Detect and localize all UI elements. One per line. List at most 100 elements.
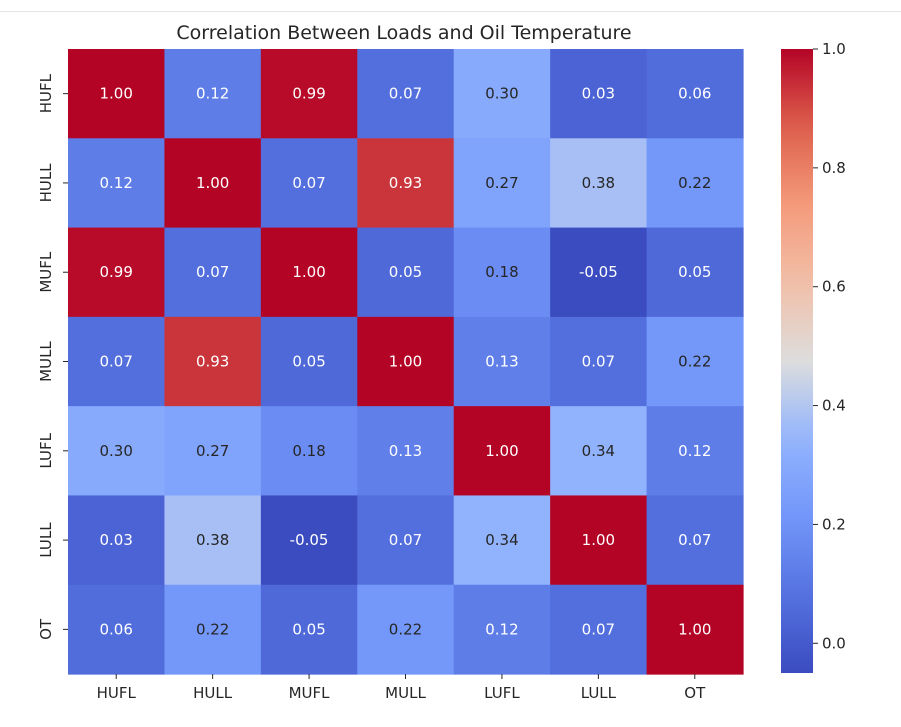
cell-value-label: 0.03 [100,531,133,549]
x-tick-label: MUFL [289,684,331,702]
heatmap-cell [164,227,262,318]
colorbar-tick-label: 0.4 [822,397,846,415]
cell-value-label: 0.07 [582,620,615,638]
heatmap-cell [550,227,648,318]
y-tick-label: LULL [37,522,55,558]
heatmap-cell [68,406,166,497]
cell-value-label: 0.30 [485,85,518,103]
heatmap-cell [164,584,262,675]
cell-value-label: 0.05 [389,263,422,281]
cell-value-label: 0.07 [196,263,229,281]
heatmap-cell [550,316,648,407]
colorbar-gradient [781,49,813,673]
x-tick-label: OT [684,684,706,702]
cell-value-label: 0.18 [485,263,518,281]
heatmap-cell [164,49,262,139]
heatmap-cell [646,495,744,586]
cell-value-label: 1.00 [292,263,325,281]
cell-value-label: 0.07 [389,531,422,549]
heatmap-cell [357,406,455,497]
cell-value-label: 1.00 [485,442,518,460]
cell-value-label: 0.07 [678,531,711,549]
heatmap-cell [646,316,744,407]
cell-value-label: 0.34 [485,531,518,549]
heatmap-cell [357,49,455,139]
cell-value-label: 0.38 [582,174,615,192]
heatmap-cell [550,584,648,675]
heatmap-cell [550,495,648,586]
y-tick-label: HULL [37,163,55,203]
heatmap-cell [646,138,744,229]
y-tick-label: HUFL [37,73,55,113]
heatmap-cell [453,316,551,407]
cell-value-label: 0.07 [389,85,422,103]
cell-value-label: 0.12 [100,174,133,192]
cell-value-label: 0.22 [196,620,229,638]
heatmap-cell [68,227,166,318]
heatmap-cell [357,138,455,229]
heatmap-cell [68,495,166,586]
heatmap-cell [646,584,744,675]
cell-value-label: 0.27 [485,174,518,192]
cell-value-label: 0.06 [678,85,711,103]
heatmap-cell [260,406,358,497]
cell-value-label: 0.22 [678,353,711,371]
cell-value-label: 0.34 [582,442,615,460]
chart-title: Correlation Between Loads and Oil Temper… [176,22,631,44]
cell-value-label: 0.22 [678,174,711,192]
y-tick-label: OT [37,618,55,640]
cell-value-label: 0.12 [196,85,229,103]
top-divider [0,0,901,12]
heatmap-cell [453,49,551,139]
colorbar-tick-label: 0.8 [822,159,846,177]
cell-value-label: 0.12 [678,442,711,460]
cell-value-label: 0.99 [100,263,133,281]
cell-value-label: 1.00 [196,174,229,192]
heatmap-cell [453,227,551,318]
cell-value-label: 0.05 [678,263,711,281]
y-tick-label: MULL [37,341,55,382]
cell-value-label: 1.00 [100,85,133,103]
cell-value-label: 0.30 [100,442,133,460]
cell-value-label: 0.03 [582,85,615,103]
heatmap-cell [357,495,455,586]
cell-value-label: 0.07 [292,174,325,192]
heatmap-cell [68,138,166,229]
cell-value-label: 0.99 [292,85,325,103]
heatmap-cell [164,495,262,586]
heatmap-cell [68,584,166,675]
cell-value-label: 0.27 [196,442,229,460]
colorbar-tick-label: 0.0 [822,634,846,652]
heatmap-cell [260,138,358,229]
heatmap-cell [646,406,744,497]
heatmap-cell [453,406,551,497]
cell-value-label: 0.07 [582,353,615,371]
y-tick-label: LUFL [37,432,55,468]
heatmap-cell [357,227,455,318]
y-tick-label: MUFL [37,251,55,293]
x-axis-ticks: HUFL HULL MUFL MULL LUFL LULL OT [97,674,706,702]
cell-value-label: -0.05 [290,531,329,549]
heatmap-cell [260,316,358,407]
colorbar-tick-label: 0.2 [822,515,846,533]
heatmap-cells: 1.00 0.12 0.99 0.07 0.30 0.03 0.06 0.12 1.00 0.07… [68,49,744,675]
x-tick-label: LULL [581,684,617,702]
cell-value-label: 0.13 [485,353,518,371]
cell-value-label: 0.93 [389,174,422,192]
colorbar-tick-label: 1.0 [822,40,846,58]
cell-value-label: 1.00 [389,353,422,371]
cell-value-label: 0.07 [100,353,133,371]
heatmap-cell [550,406,648,497]
heatmap-cell [550,138,648,229]
heatmap-cell [357,316,455,407]
y-axis-ticks: HUFL HULL MUFL MULL LUFL LULL OT [37,73,68,640]
heatmap-cell [357,584,455,675]
cell-value-label: 1.00 [678,620,711,638]
cell-value-label: 0.22 [389,620,422,638]
cell-value-label: 0.05 [292,620,325,638]
heatmap-cell [646,49,744,139]
cell-value-label: -0.05 [579,263,618,281]
heatmap-cell [453,138,551,229]
